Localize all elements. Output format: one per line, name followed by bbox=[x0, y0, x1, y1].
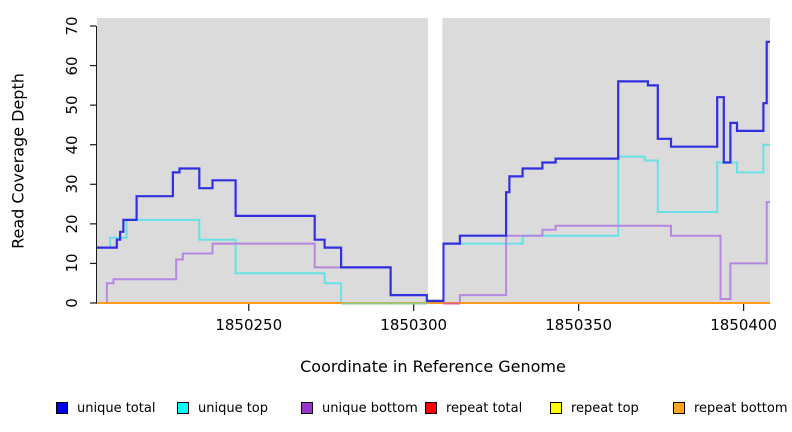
legend-swatch bbox=[56, 402, 68, 414]
legend-swatch bbox=[550, 402, 562, 414]
legend-swatch bbox=[301, 402, 313, 414]
y-axis-label: Read Coverage Depth bbox=[8, 73, 28, 249]
legend-item-repeat-total: repeat total bbox=[425, 400, 523, 416]
x-tick-label: 1850300 bbox=[380, 316, 448, 334]
legend-label: unique top bbox=[198, 400, 269, 416]
legend-label: repeat top bbox=[571, 400, 639, 416]
legend-swatch bbox=[177, 402, 189, 414]
legend-item-repeat-top: repeat top bbox=[550, 400, 639, 416]
y-tick-label: 20 bbox=[63, 214, 81, 234]
series-line-unique-top bbox=[97, 143, 770, 304]
x-tick-label: 1850250 bbox=[215, 316, 283, 334]
legend-swatch bbox=[673, 402, 685, 414]
y-tick-label: 0 bbox=[63, 298, 81, 308]
legend-label: unique total bbox=[77, 400, 156, 416]
y-tick-label: 10 bbox=[63, 253, 81, 273]
legend-item-unique-total: unique total bbox=[56, 400, 156, 416]
legend-label: repeat total bbox=[446, 400, 523, 416]
y-tick-label: 50 bbox=[63, 95, 81, 115]
y-tick-label: 70 bbox=[63, 16, 81, 36]
x-tick-label: 1850400 bbox=[710, 316, 777, 334]
x-tick-label: 1850350 bbox=[545, 316, 613, 334]
series-line-unique-total bbox=[97, 40, 770, 303]
legend-item-unique-bottom: unique bottom bbox=[301, 400, 418, 416]
y-tick-label: 30 bbox=[63, 174, 81, 194]
legend-swatch bbox=[425, 402, 437, 414]
coverage-gap-band bbox=[427, 17, 443, 299]
x-axis-label: Coordinate in Reference Genome bbox=[300, 357, 566, 376]
legend-label: repeat bottom bbox=[694, 400, 788, 416]
y-tick-label: 60 bbox=[63, 56, 81, 76]
legend-item-repeat-bottom: repeat bottom bbox=[673, 400, 788, 416]
legend-label: unique bottom bbox=[322, 400, 418, 416]
legend-item-unique-top: unique top bbox=[177, 400, 269, 416]
y-tick-label: 40 bbox=[63, 135, 81, 155]
